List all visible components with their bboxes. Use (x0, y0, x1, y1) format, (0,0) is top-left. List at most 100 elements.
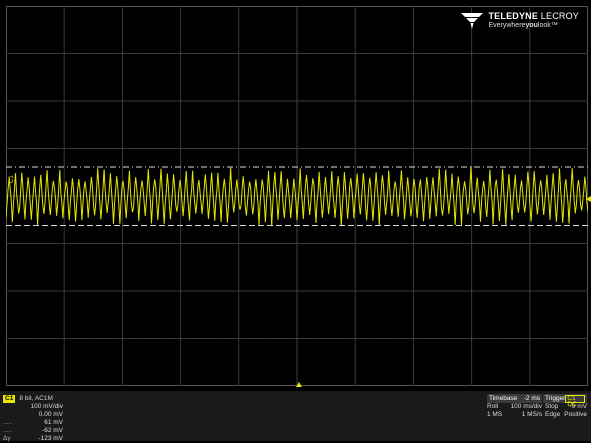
graticule-dot (145, 100, 147, 102)
graticule-dot (540, 243, 542, 244)
graticule-dot (331, 338, 333, 339)
channel-coupling: 8 bit, AC1M (19, 395, 53, 402)
graticule-dot (156, 148, 158, 149)
graticule-dot (377, 100, 379, 102)
channel-badge[interactable]: C1 (3, 394, 16, 403)
graticule-dot (203, 243, 205, 244)
graticule-dot (436, 290, 438, 292)
graticule-dot (75, 290, 77, 292)
graticule-dot (506, 148, 508, 149)
graticule-dot (133, 148, 135, 149)
graticule-dot (494, 243, 496, 244)
graticule-dot (52, 243, 54, 244)
graticule-dot (86, 243, 88, 244)
graticule-dot (249, 290, 251, 292)
graticule-dot (226, 243, 228, 244)
graticule-dot (552, 195, 554, 197)
graticule-dot (249, 100, 251, 102)
graticule-dot (389, 100, 391, 102)
graticule-dot (215, 243, 217, 244)
tagline-mark: ™ (550, 22, 558, 29)
trigger-time-marker[interactable] (296, 382, 302, 387)
trigger-header[interactable]: Trigger C1 DC (543, 394, 587, 408)
brand-tagline: Everywhereyoulook™ (488, 21, 579, 30)
graticule-dot (215, 148, 217, 149)
graticule-dot (319, 290, 321, 292)
graticule-dot (401, 148, 403, 149)
graticule-dot (273, 100, 275, 102)
graticule-dot (540, 338, 542, 339)
graticule-dot (552, 338, 554, 339)
graticule-dot (145, 290, 147, 292)
graticule-dot (331, 195, 333, 197)
graticule-dot (366, 195, 368, 197)
graticule-dot (366, 290, 368, 292)
graticule-dot (424, 243, 426, 244)
graticule-dot (482, 195, 484, 197)
graticule-dot (226, 53, 228, 54)
brand-logo: TELEDYNE LECROY Everywhereyoulook™ (461, 12, 579, 30)
trigger-source: C1 DC (565, 395, 585, 408)
brand-name: TELEDYNE LECROY (488, 12, 579, 21)
graticule-dot (401, 243, 403, 244)
trigger-state: Stop (545, 403, 559, 410)
graticule-dot (436, 195, 438, 197)
graticule-dot (308, 290, 310, 292)
graticule-dot (98, 53, 100, 54)
graticule-dot (284, 290, 286, 292)
graticule-dot (575, 148, 577, 149)
graticule-dot (110, 338, 112, 339)
graticule-dot (261, 195, 263, 197)
graticule-dot (75, 148, 77, 149)
graticule-dot (517, 53, 519, 54)
graticule-dot (168, 290, 170, 292)
channel-descriptor-box[interactable]: C1 8 bit, AC1M 100 mV/div 0.00 mV ..... 6… (3, 394, 63, 443)
graticule-dot (110, 53, 112, 54)
graticule-dot (145, 148, 147, 149)
timebase-title: Timebase (489, 395, 518, 402)
graticule-dot (540, 290, 542, 292)
graticule-dot (389, 243, 391, 244)
graticule-dot (133, 53, 135, 54)
graticule-dot (424, 100, 426, 102)
graticule-dot (308, 338, 310, 339)
graticule-dot (389, 148, 391, 149)
brand-name-bold: TELEDYNE (488, 11, 539, 21)
graticule-dot (215, 100, 217, 102)
cursor2-label: ..... (3, 427, 13, 434)
graticule-dot (564, 53, 566, 54)
graticule-dot (86, 290, 88, 292)
timebase-trigger-box[interactable]: Timebase -2 ms Trigger C1 DC Roll 100 ms/… (487, 394, 587, 419)
graticule-dot (494, 290, 496, 292)
graticule-dot (517, 195, 519, 197)
graticule-dot (447, 100, 449, 102)
graticule-dot (273, 243, 275, 244)
graticule-dot (226, 338, 228, 339)
graticule-dot (133, 338, 135, 339)
trigger-level-marker[interactable] (586, 196, 591, 202)
graticule-dot (249, 53, 251, 54)
timebase-mode: Roll (487, 403, 499, 410)
graticule-dot (75, 243, 77, 244)
graticule-dot (401, 100, 403, 102)
timebase-header[interactable]: Timebase -2 ms (487, 394, 542, 403)
graticule-dot (377, 148, 379, 149)
graticule-dot (249, 195, 251, 197)
graticule-dot (40, 243, 42, 244)
graticule-dot (447, 290, 449, 292)
graticule-dot (284, 100, 286, 102)
graticule-dot (506, 53, 508, 54)
graticule-dot (203, 338, 205, 339)
graticule-dot (261, 53, 263, 54)
graticule-dot (575, 338, 577, 339)
channel-scale: 100 mV/div (30, 403, 63, 410)
graticule-dot (436, 243, 438, 244)
graticule-dot (40, 53, 42, 54)
graticule-dot (540, 100, 542, 102)
waveform-trace (6, 166, 588, 227)
graticule-dot (156, 290, 158, 292)
waveform-grid[interactable] (6, 6, 588, 386)
graticule-dot (226, 290, 228, 292)
graticule-dot (203, 100, 205, 102)
graticule-dot (366, 53, 368, 54)
